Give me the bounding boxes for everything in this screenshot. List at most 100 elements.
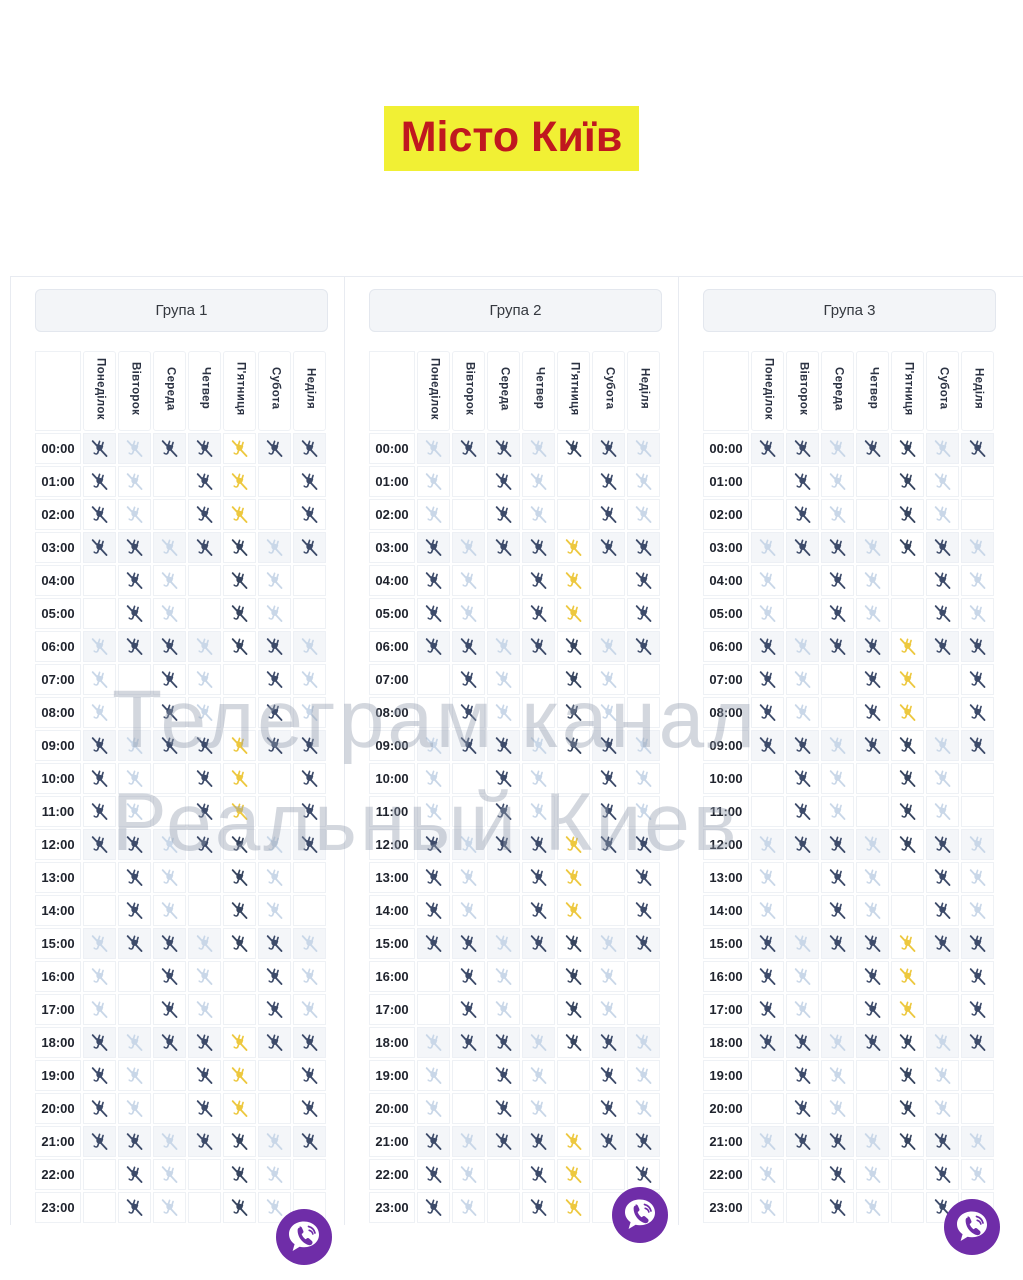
power-off-icon bbox=[89, 537, 110, 558]
schedule-cell bbox=[118, 994, 151, 1025]
power-off-icon bbox=[159, 867, 180, 888]
schedule-cell bbox=[153, 829, 186, 860]
power-off-icon bbox=[757, 1032, 778, 1053]
schedule-cell bbox=[821, 895, 854, 926]
schedule-cell bbox=[856, 598, 889, 629]
schedule-cell bbox=[522, 961, 555, 992]
power-off-icon bbox=[932, 1164, 953, 1185]
power-off-icon bbox=[897, 438, 918, 459]
schedule-cell bbox=[856, 1060, 889, 1091]
power-off-icon bbox=[967, 438, 988, 459]
schedule-cell bbox=[153, 598, 186, 629]
power-off-icon bbox=[299, 1098, 320, 1119]
power-off-icon bbox=[528, 768, 549, 789]
schedule-cell bbox=[856, 895, 889, 926]
schedule-cell bbox=[821, 1159, 854, 1190]
viber-icon[interactable] bbox=[612, 1187, 668, 1243]
power-off-icon bbox=[862, 669, 883, 690]
power-off-icon bbox=[423, 768, 444, 789]
schedule-cell bbox=[153, 1093, 186, 1124]
power-off-icon bbox=[827, 1164, 848, 1185]
schedule-cell bbox=[452, 697, 485, 728]
power-off-icon bbox=[897, 999, 918, 1020]
power-off-icon bbox=[458, 735, 479, 756]
power-off-icon bbox=[299, 1065, 320, 1086]
schedule-cell bbox=[856, 829, 889, 860]
schedule-cell bbox=[821, 994, 854, 1025]
power-off-icon bbox=[897, 933, 918, 954]
power-off-icon bbox=[89, 669, 110, 690]
schedule-cell bbox=[83, 763, 116, 794]
schedule-cell bbox=[856, 928, 889, 959]
power-off-icon bbox=[229, 834, 250, 855]
schedule-cell bbox=[627, 829, 660, 860]
power-off-icon bbox=[967, 702, 988, 723]
power-off-icon bbox=[264, 570, 285, 591]
power-off-icon bbox=[633, 768, 654, 789]
power-off-icon bbox=[862, 735, 883, 756]
viber-icon[interactable] bbox=[276, 1209, 332, 1265]
schedule-cell bbox=[258, 664, 291, 695]
schedule-cell bbox=[856, 1093, 889, 1124]
schedule-cell bbox=[188, 994, 221, 1025]
time-label: 15:00 bbox=[703, 928, 749, 959]
power-off-icon bbox=[792, 801, 813, 822]
schedule-cell bbox=[627, 895, 660, 926]
power-off-icon bbox=[159, 966, 180, 987]
power-off-icon bbox=[563, 933, 584, 954]
schedule-cell bbox=[417, 1027, 450, 1058]
schedule-cell bbox=[926, 1027, 959, 1058]
schedule-cell bbox=[751, 1093, 784, 1124]
power-off-icon bbox=[229, 1164, 250, 1185]
time-label: 19:00 bbox=[35, 1060, 81, 1091]
schedule-cell bbox=[786, 664, 819, 695]
power-off-icon bbox=[299, 537, 320, 558]
schedule-cell bbox=[926, 730, 959, 761]
power-off-icon bbox=[229, 1065, 250, 1086]
day-header-label: П'ятниця bbox=[234, 361, 247, 416]
power-off-icon bbox=[528, 1065, 549, 1086]
power-off-icon bbox=[159, 1032, 180, 1053]
power-off-icon bbox=[967, 966, 988, 987]
day-header: П'ятниця bbox=[557, 351, 590, 431]
schedule-cell bbox=[627, 1093, 660, 1124]
power-off-icon bbox=[423, 735, 444, 756]
schedule-cell bbox=[961, 730, 994, 761]
schedule-cell bbox=[821, 532, 854, 563]
time-label: 12:00 bbox=[35, 829, 81, 860]
power-off-icon bbox=[897, 1098, 918, 1119]
power-off-icon bbox=[827, 1098, 848, 1119]
power-off-icon bbox=[124, 504, 145, 525]
schedule-cell bbox=[786, 466, 819, 497]
day-header-label: Середа bbox=[832, 366, 845, 411]
schedule-cell bbox=[188, 1159, 221, 1190]
schedule-cell bbox=[926, 433, 959, 464]
schedule-cell bbox=[592, 499, 625, 530]
power-off-icon bbox=[757, 669, 778, 690]
schedule-cell bbox=[153, 961, 186, 992]
schedule-cell bbox=[153, 994, 186, 1025]
schedule-cell bbox=[153, 928, 186, 959]
viber-icon[interactable] bbox=[944, 1199, 1000, 1255]
schedule-cell bbox=[452, 499, 485, 530]
schedule-cell bbox=[557, 499, 590, 530]
power-off-icon bbox=[792, 933, 813, 954]
schedule-cell bbox=[188, 1126, 221, 1157]
schedule-cell bbox=[293, 829, 326, 860]
schedule-cell bbox=[786, 862, 819, 893]
power-off-icon bbox=[827, 867, 848, 888]
schedule-cell bbox=[961, 961, 994, 992]
power-off-icon bbox=[967, 1164, 988, 1185]
schedule-cell bbox=[258, 499, 291, 530]
power-off-icon bbox=[598, 834, 619, 855]
schedule-cell bbox=[83, 928, 116, 959]
schedule-cell bbox=[592, 1093, 625, 1124]
power-off-icon bbox=[493, 1065, 514, 1086]
schedule-cell bbox=[83, 598, 116, 629]
schedule-cell bbox=[821, 1027, 854, 1058]
time-label: 02:00 bbox=[35, 499, 81, 530]
schedule-cell bbox=[821, 763, 854, 794]
schedule-cell bbox=[223, 829, 256, 860]
schedule-cell bbox=[557, 697, 590, 728]
time-label: 01:00 bbox=[35, 466, 81, 497]
